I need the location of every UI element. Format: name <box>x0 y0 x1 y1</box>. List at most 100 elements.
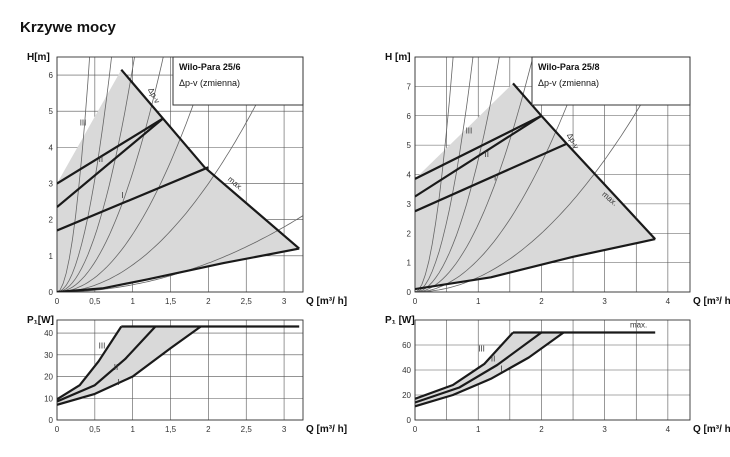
legend-model: Wilo-Para 25/8 <box>538 62 599 72</box>
y-tick-label: 40 <box>44 329 53 338</box>
system-curve <box>415 57 454 292</box>
x-tick-label: 2 <box>206 425 211 434</box>
plot-frame <box>56 319 304 421</box>
curve-label: II <box>114 363 118 372</box>
y-tick-label: 3 <box>49 180 54 189</box>
x-axis-label: Q [m³/ h] <box>693 296 730 307</box>
series-line-II <box>57 117 164 208</box>
x-axis-label: Q [m³/ h] <box>693 424 730 435</box>
x-tick-label: 1 <box>476 297 481 306</box>
x-tick-label: 2,5 <box>241 425 253 434</box>
system-curve <box>415 57 474 292</box>
y-tick-label: 0 <box>407 416 412 425</box>
series-line-I <box>415 331 565 408</box>
x-tick-label: 1 <box>130 297 135 306</box>
x-tick-label: 3 <box>282 297 287 306</box>
system-curve <box>415 57 500 292</box>
x-tick-label: 1 <box>130 425 135 434</box>
x-tick-label: 3 <box>602 425 607 434</box>
plot-frame <box>414 319 691 421</box>
x-tick-label: 1,5 <box>165 297 177 306</box>
curve-label: II <box>99 155 103 164</box>
y-tick-label: 2 <box>407 229 412 238</box>
curve-label: II <box>491 354 495 363</box>
legend-model: Wilo-Para 25/6 <box>179 62 240 72</box>
y-tick-label: 0 <box>49 288 54 297</box>
x-tick-label: 1,5 <box>165 425 177 434</box>
curve-label: III <box>99 341 106 350</box>
series-line-base <box>415 238 656 291</box>
x-axis-label: Q [m³/ h] <box>306 296 347 307</box>
series-line-II <box>57 325 157 403</box>
x-tick-label: 0 <box>413 297 418 306</box>
page-title: Krzywe mocy <box>20 19 117 36</box>
operating-area <box>415 83 656 290</box>
y-axis-label: P₁ [W] <box>385 315 415 326</box>
legend-box <box>172 56 304 106</box>
curve-label: III <box>478 344 485 353</box>
system-curve <box>57 57 90 292</box>
y-tick-label: 6 <box>407 112 412 121</box>
curve-label: II <box>485 150 489 159</box>
x-tick-label: 0 <box>55 297 60 306</box>
curve-label: III <box>80 119 87 128</box>
y-tick-label: 30 <box>44 351 53 360</box>
y-tick-label: 5 <box>407 141 412 150</box>
x-tick-label: 0 <box>413 425 418 434</box>
y-tick-label: 1 <box>49 252 54 261</box>
y-axis-label: H [m] <box>385 52 411 63</box>
y-tick-label: 6 <box>49 71 54 80</box>
system-curve <box>57 57 281 292</box>
y-tick-label: 3 <box>407 200 412 209</box>
legend-box <box>531 56 691 106</box>
y-tick-label: 40 <box>402 366 411 375</box>
system-curve <box>57 57 112 292</box>
x-tick-label: 0,5 <box>89 425 101 434</box>
legend-mode: Δp-v (zmienna) <box>538 78 599 88</box>
series-line-max <box>512 82 657 240</box>
system-curve <box>57 57 135 292</box>
x-tick-label: 0,5 <box>89 297 101 306</box>
series-line-I <box>415 142 568 213</box>
x-tick-label: 3 <box>282 425 287 434</box>
series-line-max <box>120 68 300 250</box>
system-curve <box>415 57 669 292</box>
y-tick-label: 60 <box>402 341 411 350</box>
y-tick-label: 1 <box>407 259 412 268</box>
series-line-I <box>57 166 209 232</box>
x-tick-label: 4 <box>666 425 671 434</box>
x-tick-label: 4 <box>666 297 671 306</box>
x-tick-label: 1 <box>476 425 481 434</box>
y-tick-label: 4 <box>49 143 54 152</box>
series-line-II <box>415 331 543 404</box>
series-line-III <box>57 117 164 185</box>
chart-2: Wilo-Para 25/8Δp-v (zmienna)IIIIIIΔp-vma… <box>385 52 730 307</box>
curve-label: I <box>118 378 120 387</box>
charts-container: Wilo-Para 25/6Δp-v (zmienna)IIIIIIΔp-vma… <box>27 52 730 435</box>
x-tick-label: 2,5 <box>241 297 253 306</box>
series-line-III <box>415 331 514 400</box>
y-axis-label: P₁[W] <box>27 315 54 326</box>
y-tick-label: 5 <box>49 107 54 116</box>
y-tick-label: 20 <box>402 391 411 400</box>
curve-label: III <box>466 126 473 135</box>
y-tick-label: 10 <box>44 394 53 403</box>
y-tick-label: 4 <box>407 171 412 180</box>
y-axis-label: H[m] <box>27 52 50 63</box>
chart-1: Wilo-Para 25/6Δp-v (zmienna)IIIIIIΔp-vma… <box>27 52 347 307</box>
curve-label: I <box>500 364 502 373</box>
curve-label: I <box>494 173 496 182</box>
x-tick-label: 2 <box>206 297 211 306</box>
curve-label: I <box>121 191 123 200</box>
series-line-I <box>57 325 202 406</box>
y-tick-label: 7 <box>407 82 412 91</box>
y-tick-label: 2 <box>49 216 54 225</box>
series-line-base <box>57 247 300 292</box>
x-axis-label: Q [m³/ h] <box>306 424 347 435</box>
x-tick-label: 2 <box>539 425 544 434</box>
series-line-III <box>57 325 123 401</box>
y-tick-label: 0 <box>49 416 54 425</box>
